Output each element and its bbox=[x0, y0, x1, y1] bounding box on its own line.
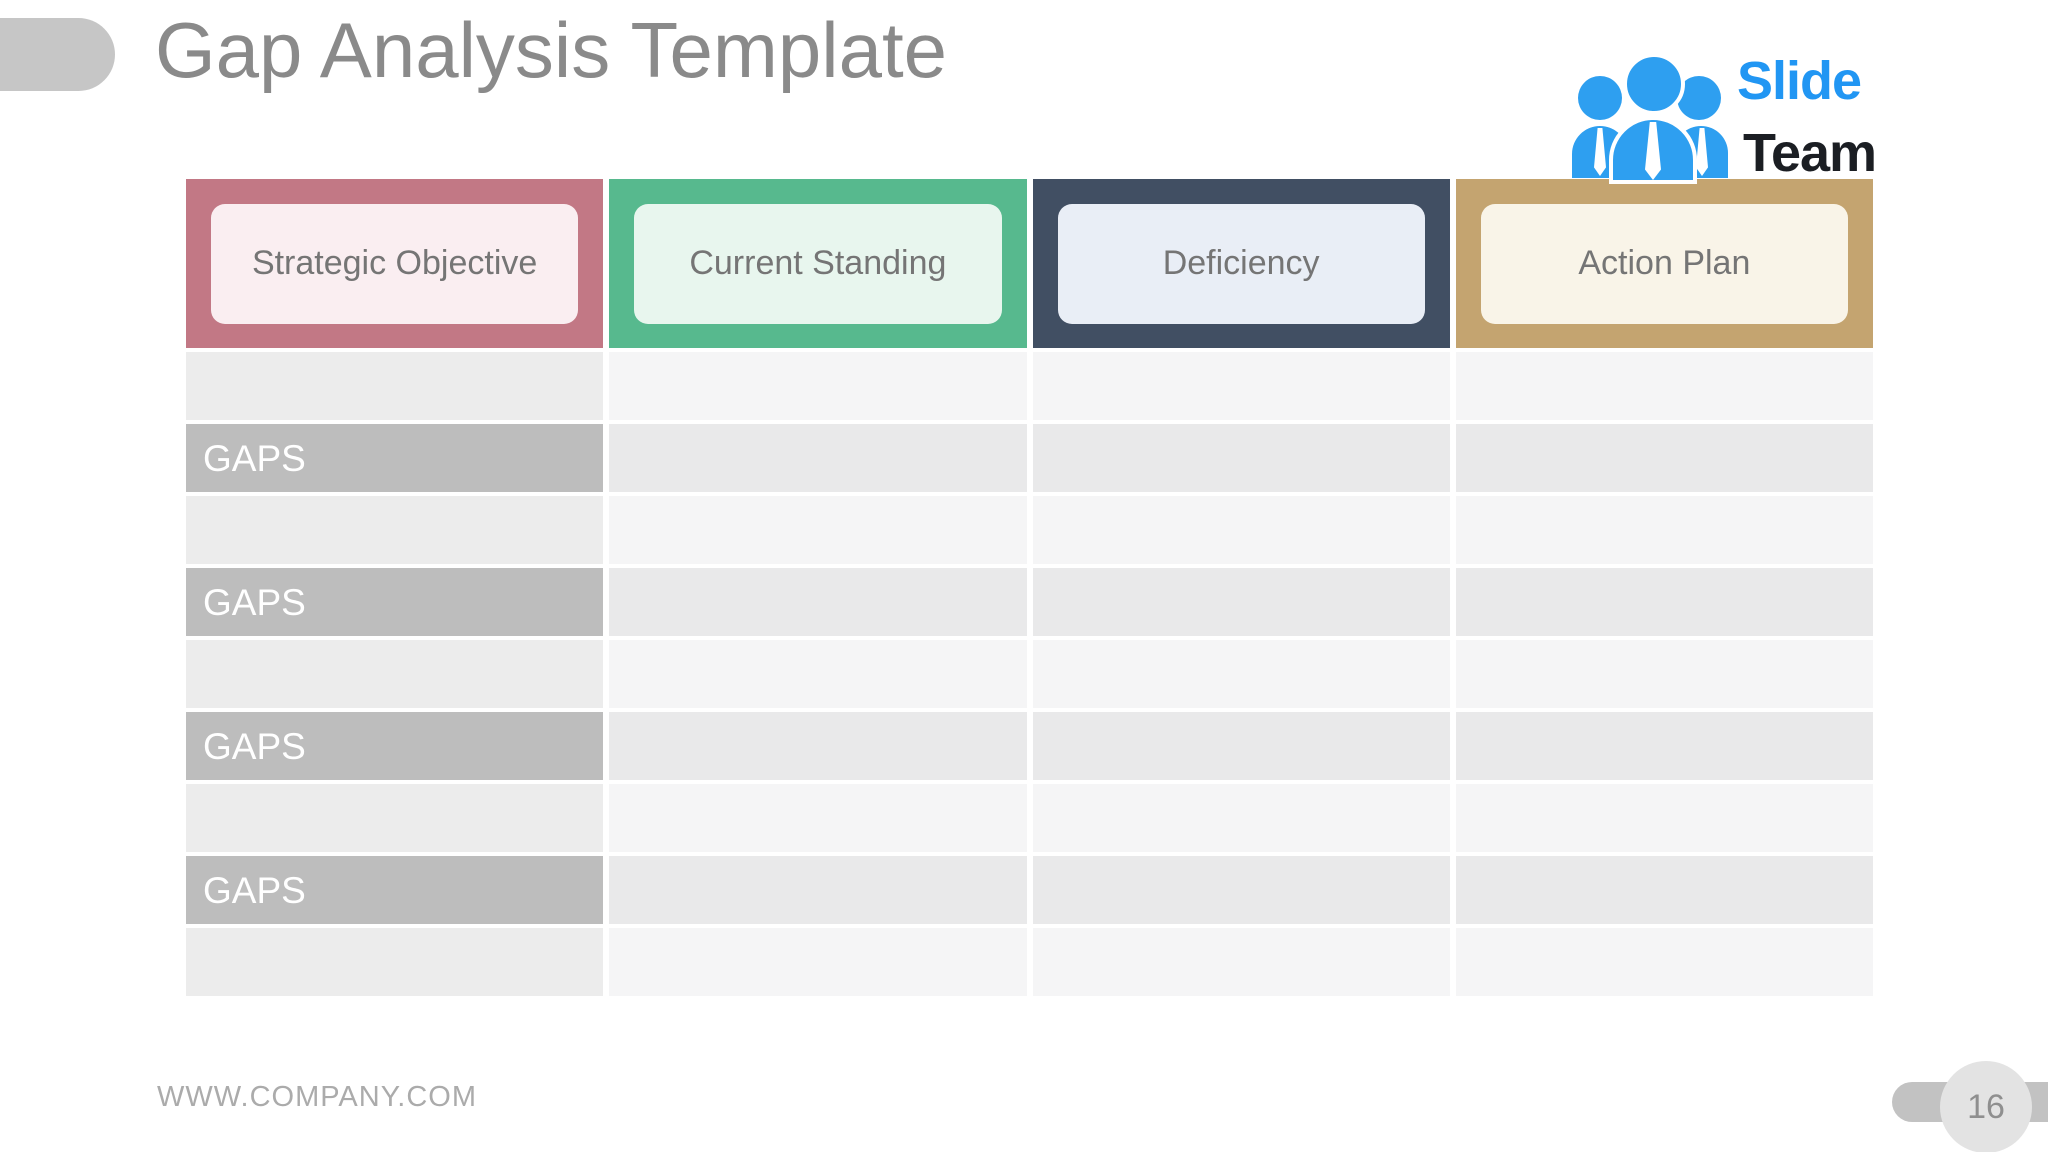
table-cell bbox=[1032, 928, 1450, 996]
table-cell bbox=[1032, 712, 1450, 780]
table-cell bbox=[1032, 784, 1450, 852]
person-icon bbox=[1623, 53, 1685, 115]
table-cell bbox=[1455, 784, 1873, 852]
column-header-box: Strategic Objective bbox=[211, 203, 579, 324]
table-cell bbox=[1032, 352, 1450, 420]
table-cell bbox=[609, 352, 1027, 420]
table-cell bbox=[1455, 928, 1873, 996]
table-cell bbox=[609, 568, 1027, 636]
table-cell bbox=[186, 640, 604, 708]
table-cell bbox=[1455, 496, 1873, 564]
table-cell bbox=[186, 352, 604, 420]
table-cell bbox=[1455, 568, 1873, 636]
table-cell bbox=[609, 784, 1027, 852]
tie-icon bbox=[1696, 128, 1708, 176]
gaps-row-label: GAPS bbox=[203, 725, 306, 767]
person-icon bbox=[1578, 76, 1622, 120]
table-cell bbox=[1455, 712, 1873, 780]
table-cell bbox=[186, 928, 604, 996]
table-cell bbox=[186, 784, 604, 852]
gaps-row-header-cell: GAPS bbox=[186, 568, 604, 636]
column-header-box: Action Plan bbox=[1480, 203, 1848, 324]
title-accent-pill bbox=[0, 18, 115, 91]
tie-icon bbox=[1645, 122, 1661, 180]
gaps-row-header-cell: GAPS bbox=[186, 712, 604, 780]
table-cell bbox=[1032, 640, 1450, 708]
column-header-label: Deficiency bbox=[1162, 244, 1320, 282]
column-header-box: Current Standing bbox=[634, 203, 1002, 324]
column-header-box: Deficiency bbox=[1057, 203, 1425, 324]
table-cell bbox=[1032, 496, 1450, 564]
gaps-row-label: GAPS bbox=[203, 581, 306, 623]
table-cell bbox=[609, 640, 1027, 708]
gap-analysis-table: Strategic Objective Current Standing Defic… bbox=[186, 179, 1873, 996]
page-title: Gap Analysis Template bbox=[155, 6, 947, 94]
gaps-row-header-cell: GAPS bbox=[186, 424, 604, 492]
column-header-current-standing: Current Standing bbox=[609, 179, 1027, 348]
table-cell bbox=[609, 424, 1027, 492]
logo-word-slide: Slide bbox=[1737, 51, 1862, 111]
column-header-action-plan: Action Plan bbox=[1455, 179, 1873, 348]
table-cell bbox=[1455, 352, 1873, 420]
table-cell bbox=[1455, 424, 1873, 492]
table-cell bbox=[1455, 640, 1873, 708]
column-header-strategic-objective: Strategic Objective bbox=[186, 179, 604, 348]
table-cell bbox=[1032, 568, 1450, 636]
page-number-badge: 16 bbox=[1940, 1061, 2032, 1152]
column-header-label: Current Standing bbox=[689, 244, 947, 282]
table-cell bbox=[609, 712, 1027, 780]
slideteam-logo: Slide Team bbox=[1565, 50, 1910, 190]
table-cell bbox=[609, 496, 1027, 564]
logo-word-team: Team bbox=[1743, 123, 1877, 183]
column-header-label: Action Plan bbox=[1578, 244, 1751, 282]
table-cell bbox=[1455, 856, 1873, 924]
column-header-label: Strategic Objective bbox=[251, 244, 538, 282]
gaps-row-label: GAPS bbox=[203, 437, 306, 479]
table-cell bbox=[186, 496, 604, 564]
table-cell bbox=[1032, 424, 1450, 492]
footer-url: WWW.COMPANY.COM bbox=[157, 1081, 478, 1113]
table-cell bbox=[1032, 856, 1450, 924]
gaps-row-label: GAPS bbox=[203, 869, 306, 911]
table-cell bbox=[609, 856, 1027, 924]
tie-icon bbox=[1594, 128, 1606, 176]
table-cell bbox=[609, 928, 1027, 996]
column-header-deficiency: Deficiency bbox=[1032, 179, 1450, 348]
gaps-row-header-cell: GAPS bbox=[186, 856, 604, 924]
